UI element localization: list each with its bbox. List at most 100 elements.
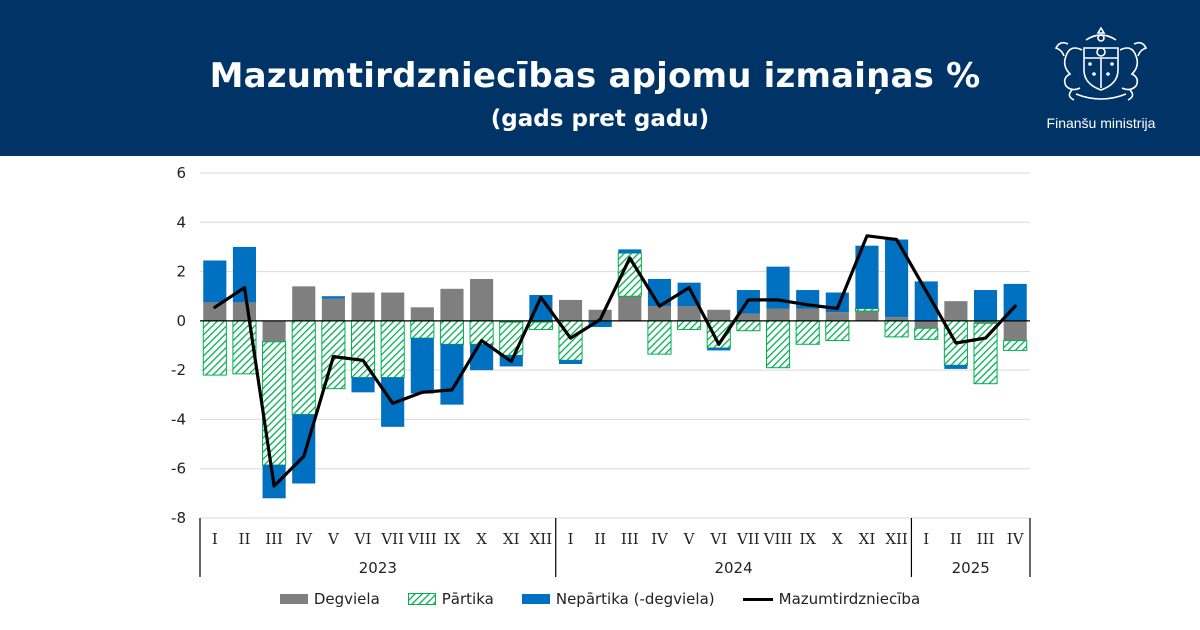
x-tick-label: II (594, 530, 606, 548)
bar-segment (262, 341, 287, 466)
header-banner: Mazumtirdzniecības apjomu izmaiņas % (ga… (0, 0, 1200, 156)
bar-segment (973, 290, 998, 321)
x-tick-label: V (327, 530, 340, 548)
bar-segment (558, 299, 583, 321)
bar-segment (262, 320, 286, 342)
legend-item-degviela: Degviela (279, 590, 380, 608)
x-tick-label: XI (859, 530, 876, 548)
legend-label: Pārtika (441, 590, 494, 608)
bar-segment (232, 246, 257, 303)
legend-label: Degviela (313, 590, 380, 608)
x-tick-label: I (212, 530, 218, 548)
bar-segment (677, 320, 702, 330)
bar-segment (647, 306, 672, 321)
bar-segment (914, 281, 938, 321)
bar-segment (410, 338, 434, 394)
bar-segment (588, 320, 612, 328)
bar-segment (736, 313, 760, 321)
x-tick-label: VII (380, 530, 404, 548)
bar-segment (350, 320, 376, 379)
y-tick-label: -4 (171, 410, 186, 428)
bar-segment (202, 320, 227, 376)
bar-segment (765, 320, 791, 369)
bar-segment (825, 312, 849, 321)
bar-segment (351, 377, 375, 393)
bar-segment (321, 296, 345, 299)
bar-segment (766, 308, 790, 321)
bar-segment (944, 301, 968, 321)
bar-segment (499, 321, 524, 356)
bar-segment (381, 292, 405, 321)
bar-segment (677, 306, 701, 321)
bar-segment (1003, 340, 1028, 351)
y-tick-label: 6 (176, 164, 186, 182)
bar-segment (914, 320, 938, 329)
line-mazumtirdznieciba (213, 234, 1017, 488)
legend-item-mazumtirdznieciba: Mazumtirdzniecība (742, 590, 921, 608)
bars-layer (202, 239, 1028, 499)
bar-segment (944, 365, 968, 369)
chart-title: Mazumtirdzniecības apjomu izmaiņas % (209, 56, 981, 96)
x-tick-label: III (621, 530, 639, 548)
bar-segment (203, 302, 227, 321)
bar-segment (885, 239, 909, 318)
legend-swatch-nepartika (521, 594, 550, 604)
legend-item-nepartika: Nepārtika (-degviela) (521, 590, 715, 608)
x-tick-label: IV (295, 530, 313, 548)
bar-segment (796, 308, 820, 321)
legend-label: Nepārtika (-degviela) (555, 590, 715, 608)
bar-segment (618, 249, 642, 254)
bar-segment (647, 320, 672, 355)
bar-segment (766, 266, 790, 309)
y-tick-label: -6 (171, 460, 186, 478)
x-tick-label: XI (503, 530, 520, 548)
legend-swatch-line (742, 597, 773, 601)
y-tick-label: -8 (171, 509, 186, 527)
bar-segment (825, 320, 850, 342)
bar-segment (380, 320, 405, 379)
bar-segment (232, 302, 257, 321)
x-tick-label: IV (1007, 530, 1025, 548)
x-tick-label: II (950, 530, 962, 548)
x-tick-label: XII (885, 530, 908, 548)
x-tick-label: X (832, 530, 843, 548)
x-tick-label: I (568, 530, 574, 548)
x-group-label: 2023 (359, 559, 397, 577)
y-tick-label: 4 (176, 213, 186, 231)
x-tick-label: I (923, 530, 929, 548)
x-tick-label: IX (444, 530, 461, 548)
bar-segment (854, 308, 880, 312)
retail-chart: I II III IV V VI VII VIII IX X XI XII I II III IV V VI VII… (171, 164, 1031, 577)
bar-segment (855, 245, 879, 309)
bar-segment (914, 327, 939, 340)
bar-segment (470, 278, 494, 321)
bar-segment (884, 320, 909, 338)
x-tick-label: II (239, 530, 251, 548)
bar-segment (707, 309, 731, 321)
bar-segment (736, 320, 761, 332)
y-tick-label: 0 (176, 312, 186, 330)
bar-segment (410, 320, 435, 339)
legend-label: Mazumtirdzniecība (778, 590, 921, 608)
legend-item-partika: Pārtika (407, 590, 494, 608)
x-axis: I II III IV V VI VII VIII IX X XI XII I II III IV V VI VII… (199, 518, 1031, 577)
bar-segment (1003, 320, 1027, 341)
line-layer (213, 234, 1017, 488)
bar-segment (973, 322, 998, 385)
bar-segment (499, 320, 523, 323)
legend: Degviela Pārtika Nepārtika (-degviela) M… (0, 590, 1200, 608)
x-tick-label: V (683, 530, 696, 548)
bar-segment (707, 347, 731, 351)
bar-segment (351, 292, 375, 321)
bar-segment (529, 320, 553, 323)
y-tick-label: -2 (171, 361, 186, 379)
x-tick-label: IX (799, 530, 816, 548)
x-tick-label: VI (709, 530, 727, 548)
x-group-label: 2025 (952, 559, 990, 577)
y-axis: 6 4 2 0 -2 -4 -6 -8 (171, 164, 186, 527)
bar-segment (795, 320, 820, 345)
x-tick-label: XII (530, 530, 553, 548)
bar-segment (291, 320, 316, 416)
x-tick-label: VII (736, 530, 760, 548)
bar-segment (440, 288, 464, 321)
